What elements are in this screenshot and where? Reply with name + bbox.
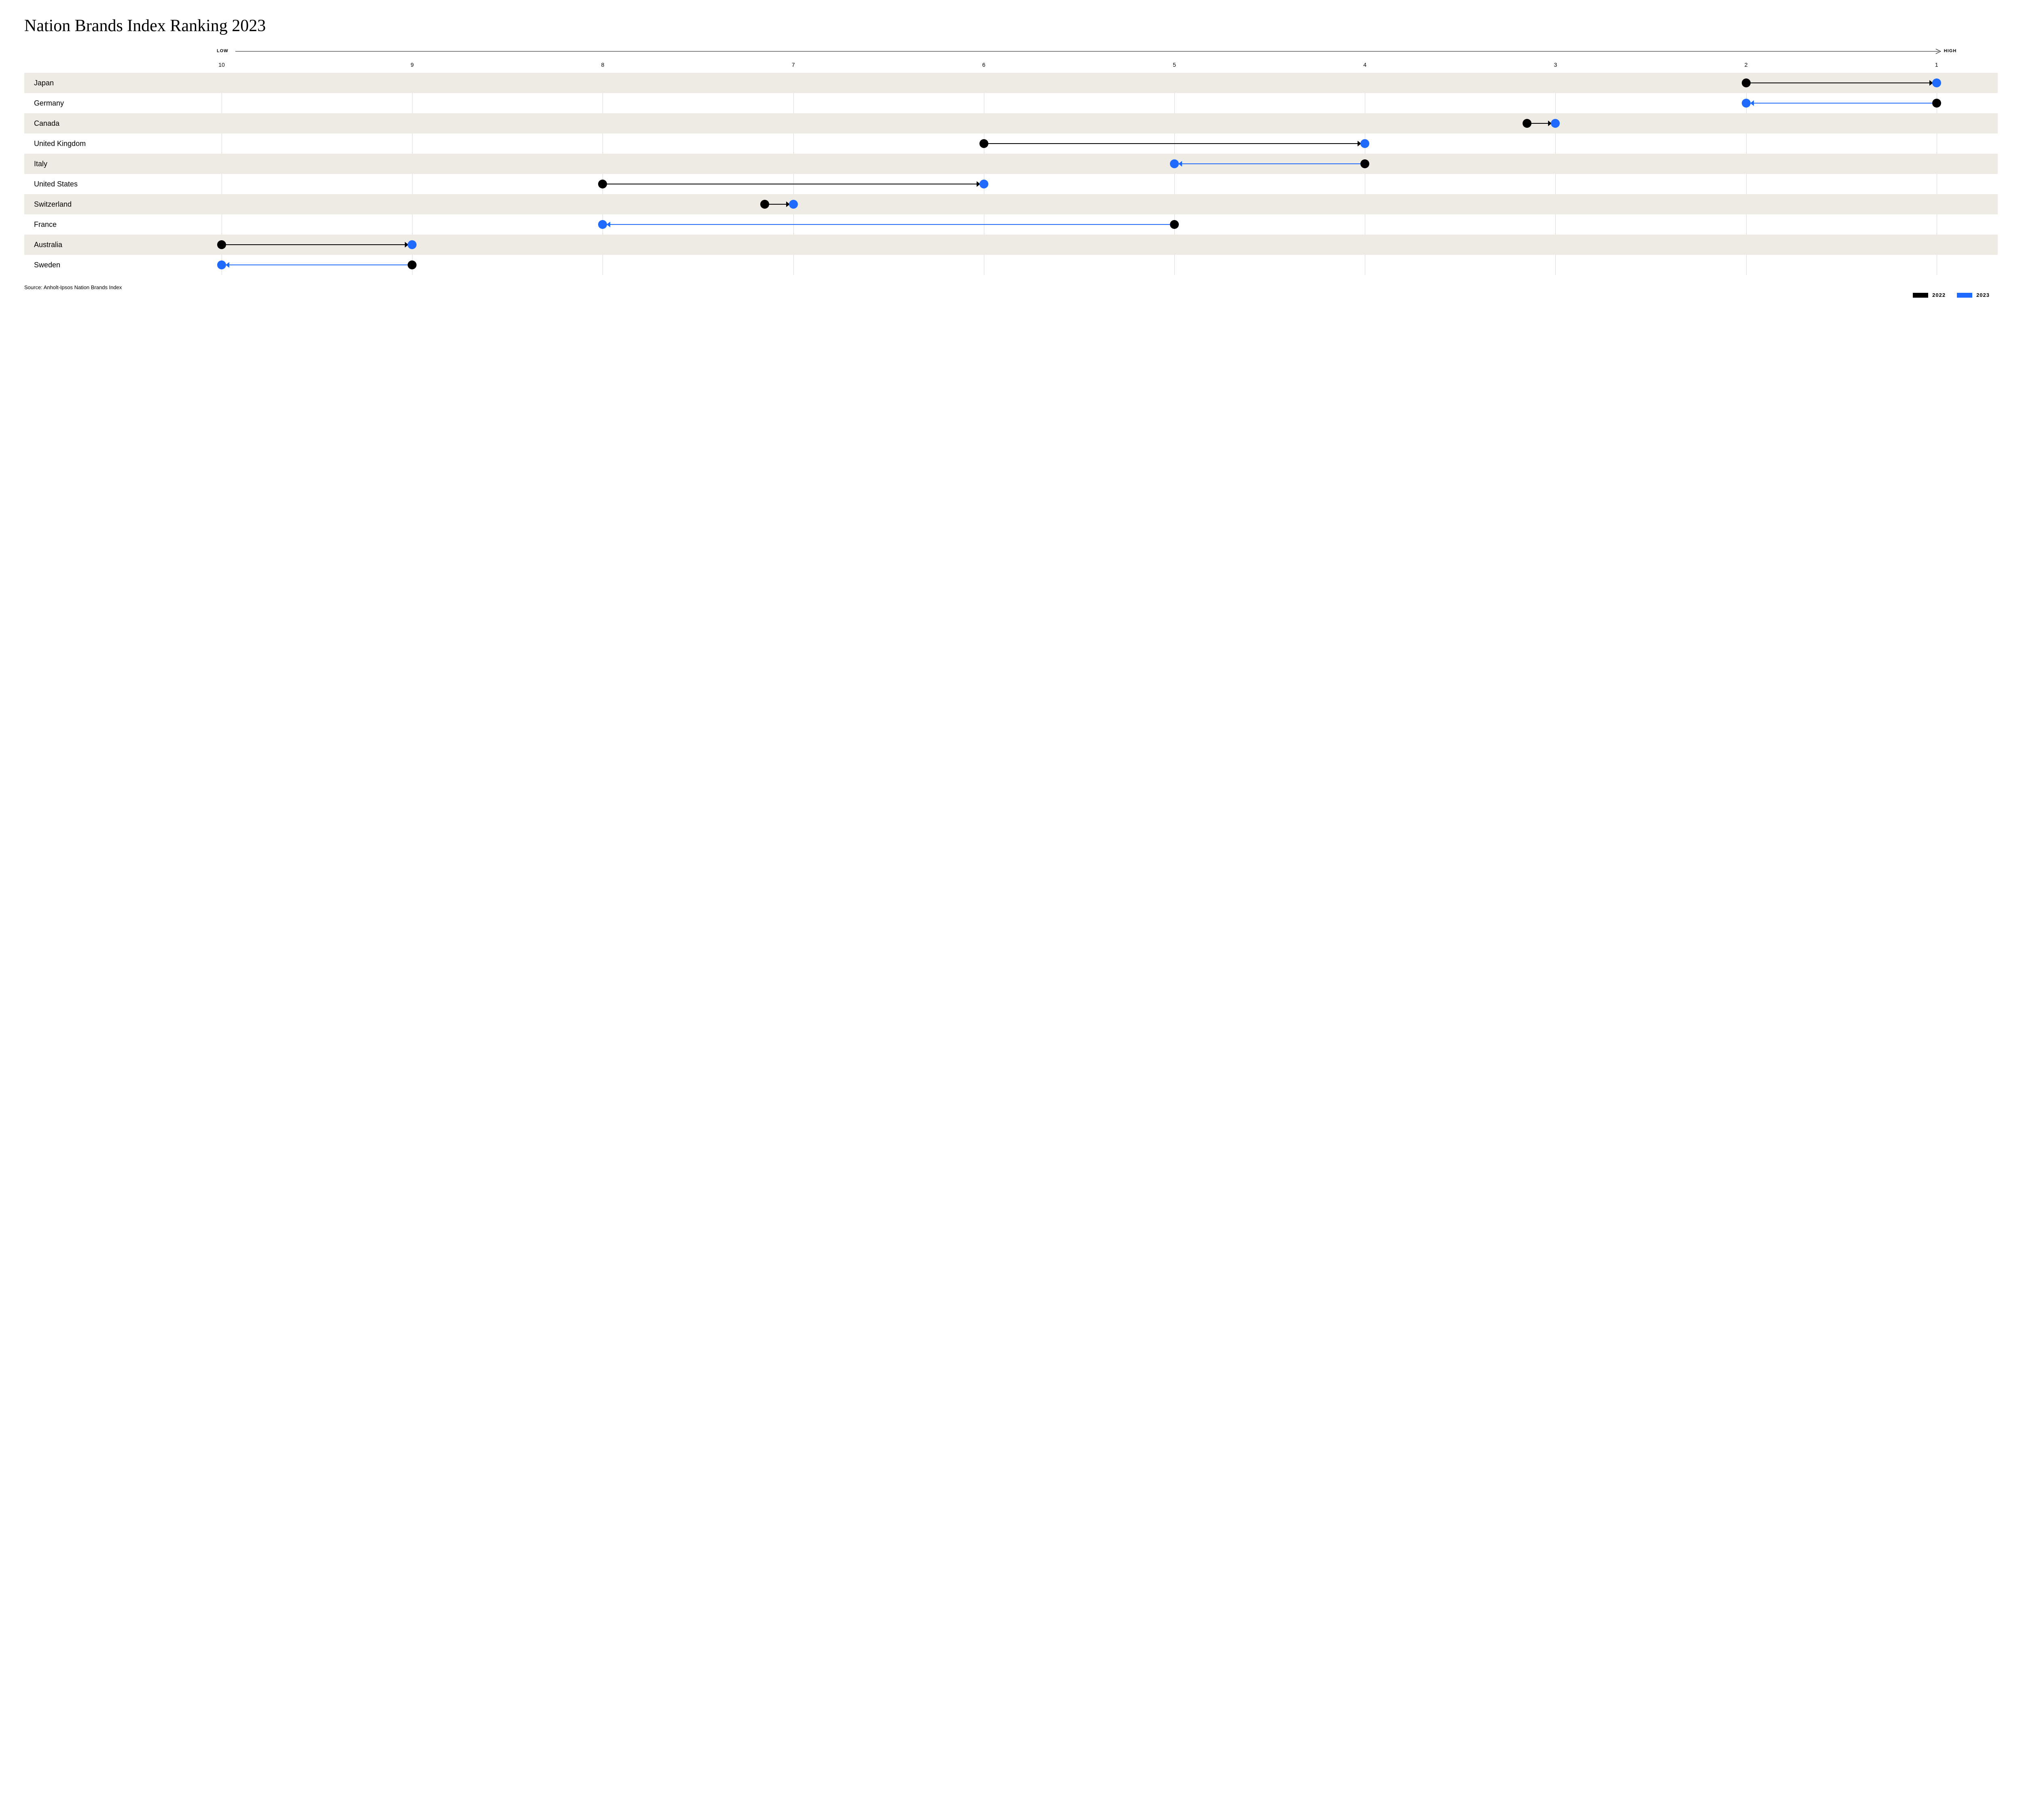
dot-2022 [760,200,769,209]
row-plot [129,174,1973,194]
axis-tick-label: 6 [982,61,986,68]
chart-rows: Japan Germany Canada United Kingdom Italy Uni… [24,73,1998,275]
chart-footer: Source: Anholt-Ipsos Nation Brands Index… [24,285,1998,298]
rank-change-arrowhead-icon [607,222,610,227]
axis-high-label: HIGH [1944,49,1957,53]
legend-label: 2022 [1932,292,1946,298]
country-row: Australia [24,235,1998,255]
axis-header: LOW HIGH 10 9 8 7 6 5 4 3 2 1 [24,47,1998,71]
country-row: Canada [24,113,1998,133]
legend-swatch [1957,293,1972,298]
dot-2022 [1742,78,1751,87]
country-label: Switzerland [24,200,121,209]
row-plot [129,113,1973,133]
dot-2022 [979,139,988,148]
rank-change-arrowhead-icon [226,262,229,268]
dot-2022 [1170,220,1179,229]
row-plot [129,93,1973,113]
row-plot [129,154,1973,174]
legend-item: 2023 [1957,292,1990,298]
axis-tick-label: 10 [218,61,225,68]
country-label: Canada [24,119,121,128]
country-label: Germany [24,99,121,108]
axis-tick-label: 7 [792,61,795,68]
country-label: United States [24,180,121,188]
country-row: Italy [24,154,1998,174]
dot-2023 [217,260,226,269]
country-row: Japan [24,73,1998,93]
country-label: France [24,220,121,229]
axis-arrow-icon [235,48,1946,55]
dot-2023 [1170,159,1179,168]
dot-2023 [979,180,988,188]
country-row: Germany [24,93,1998,113]
country-row: United Kingdom [24,133,1998,154]
chart-title: Nation Brands Index Ranking 2023 [24,16,1998,36]
axis-tick-label: 2 [1745,61,1748,68]
row-plot [129,73,1973,93]
rank-change-arrowhead-icon [1178,161,1182,167]
axis-tick-label: 3 [1554,61,1557,68]
legend-item: 2022 [1913,292,1946,298]
dot-2022 [598,180,607,188]
row-plot [129,214,1973,235]
dot-2023 [789,200,798,209]
rank-change-connector [984,143,1365,144]
dot-2023 [1932,78,1941,87]
country-row: Switzerland [24,194,1998,214]
axis-tick-label: 5 [1173,61,1176,68]
country-label: Sweden [24,261,121,269]
axis-tick-label: 1 [1935,61,1938,68]
country-row: Sweden [24,255,1998,275]
row-plot [129,194,1973,214]
dot-2022 [217,240,226,249]
rank-change-connector [222,244,412,245]
country-row: France [24,214,1998,235]
legend: 2022 2023 [1913,292,1998,298]
rank-change-connector [1174,163,1365,164]
dot-2023 [1551,119,1560,128]
dot-2022 [408,260,417,269]
rank-change-connector [603,224,1174,225]
dot-2023 [1742,99,1751,108]
dot-2023 [598,220,607,229]
country-label: Australia [24,241,121,249]
dot-2022 [1523,119,1531,128]
country-label: Japan [24,79,121,87]
axis-tick-label: 4 [1363,61,1366,68]
legend-label: 2023 [1976,292,1990,298]
row-plot [129,235,1973,255]
axis-low-label: LOW [217,49,228,53]
chart-container: LOW HIGH 10 9 8 7 6 5 4 3 2 1 Japan Germany Canada U… [24,47,1998,275]
dot-2022 [1932,99,1941,108]
source-text: Source: Anholt-Ipsos Nation Brands Index [24,284,122,290]
axis-tick-label: 8 [601,61,604,68]
rank-change-connector [1746,103,1937,104]
rank-change-arrowhead-icon [1750,100,1754,106]
axis-tick-label: 9 [410,61,414,68]
country-label: United Kingdom [24,140,121,148]
row-plot [129,133,1973,154]
dot-2023 [408,240,417,249]
dot-2023 [1360,139,1369,148]
row-plot [129,255,1973,275]
dot-2022 [1360,159,1369,168]
legend-swatch [1913,293,1928,298]
country-label: Italy [24,160,121,168]
country-row: United States [24,174,1998,194]
